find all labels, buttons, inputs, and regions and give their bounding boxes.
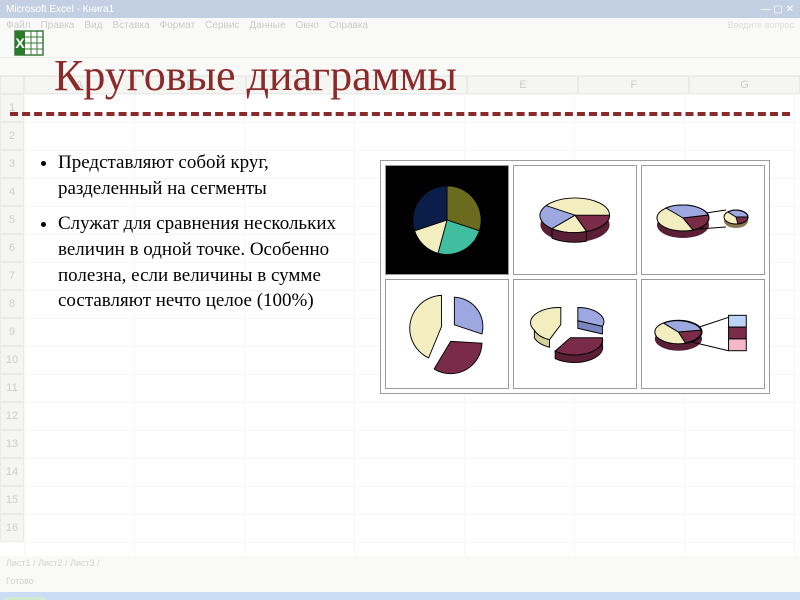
- pie-exploded-icon: [410, 295, 483, 373]
- bullet-list: Представляют собой круг, разделенный на …: [40, 150, 340, 324]
- pie-3d-exploded-icon: [531, 307, 604, 362]
- chart-type-pie-flat[interactable]: [385, 165, 509, 275]
- chart-type-grid: [381, 161, 769, 393]
- chart-type-pie-3d[interactable]: [513, 165, 637, 275]
- bullet-item: Служат для сравнения нескольких величин …: [58, 211, 340, 314]
- chart-type-pie-of-pie[interactable]: [641, 165, 765, 275]
- slide-content: X Круговые диаграммы Представляют собой …: [0, 0, 800, 600]
- bullet-item: Представляют собой круг, разделенный на …: [58, 150, 340, 201]
- bar-of-pie-icon: [655, 315, 746, 350]
- chart-type-bar-of-pie[interactable]: [641, 279, 765, 389]
- excel-icon: X: [14, 28, 44, 58]
- pie-of-pie-icon: [657, 205, 748, 238]
- chart-type-pie-3d-exploded[interactable]: [513, 279, 637, 389]
- chart-type-panel: [380, 160, 770, 394]
- pie-3d-icon: [540, 198, 610, 242]
- slide-title: Круговые диаграммы: [54, 50, 457, 101]
- chart-type-pie-exploded[interactable]: [385, 279, 509, 389]
- svg-text:X: X: [15, 35, 25, 51]
- pie-flat-icon: [413, 186, 481, 255]
- title-underline: [10, 112, 790, 116]
